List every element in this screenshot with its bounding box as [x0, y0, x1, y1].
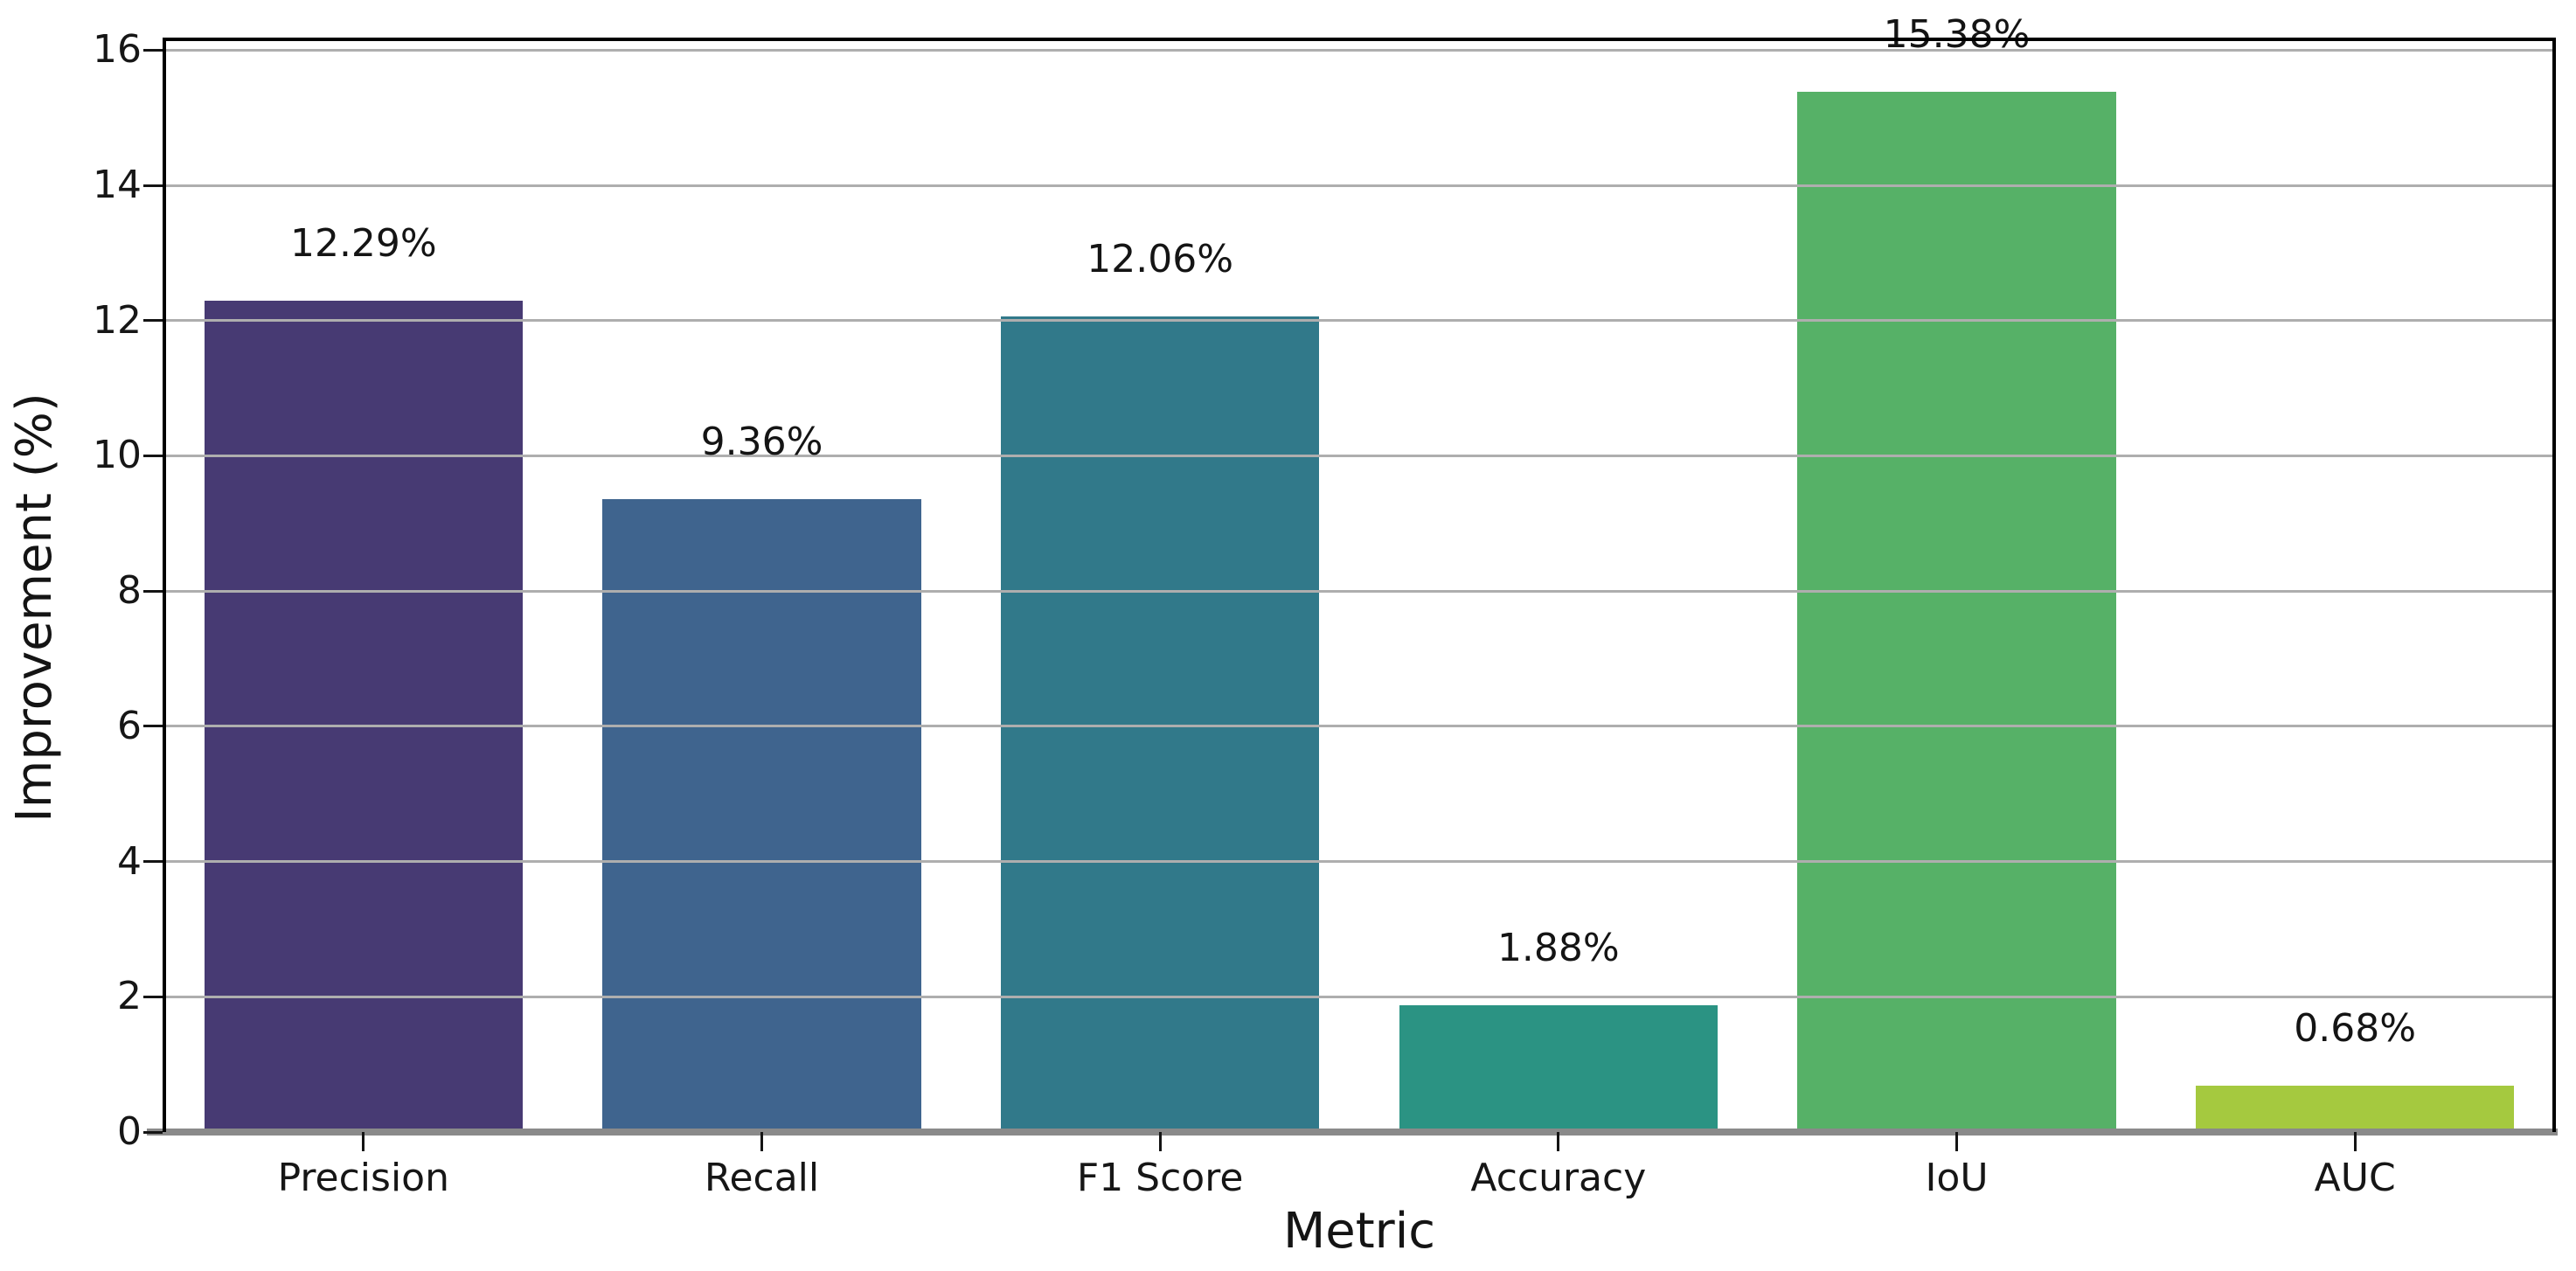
y-tick-label-12: 12: [93, 297, 142, 343]
gridline-y-12: [164, 319, 2554, 323]
bar-accuracy: [1399, 1004, 1718, 1132]
x-tick-f1-score: [1158, 1132, 1162, 1151]
y-tick-label-2: 2: [117, 974, 142, 1019]
x-tick-label-auc: AUC: [2314, 1156, 2396, 1200]
value-label-iou: 15.38%: [1883, 12, 2031, 58]
value-label-auc: 0.68%: [2294, 1006, 2417, 1052]
x-tick-iou: [1955, 1132, 1958, 1151]
plot-area: 12.29% 9.36% 12.06% 1.88% 15.38% 0.68%: [164, 12, 2554, 1132]
gridline-y-8: [164, 589, 2554, 593]
bar-iou: [1797, 92, 2116, 1132]
y-tick-label-14: 14: [93, 163, 142, 208]
top-spine: [163, 38, 2556, 41]
gridline-y-16: [164, 48, 2554, 52]
y-tick-10: [143, 454, 163, 457]
y-tick-0: [143, 1130, 163, 1134]
x-tick-auc: [2353, 1132, 2357, 1151]
value-label-recall: 9.36%: [700, 420, 823, 464]
y-tick-16: [143, 48, 163, 52]
x-tick-label-recall: Recall: [704, 1156, 820, 1200]
x-tick-label-accuracy: Accuracy: [1470, 1156, 1647, 1200]
x-tick-label-iou: IoU: [1925, 1156, 1989, 1200]
x-tick-accuracy: [1557, 1132, 1560, 1151]
x-axis-title: Metric: [1282, 1203, 1436, 1260]
value-label-f1-score: 12.06%: [1087, 237, 1234, 282]
gridline-y-2: [164, 995, 2554, 998]
x-tick-label-precision: Precision: [277, 1156, 449, 1200]
gridline-y-6: [164, 725, 2554, 728]
y-tick-2: [143, 995, 163, 998]
y-tick-label-16: 16: [93, 27, 142, 73]
y-tick-label-0: 0: [117, 1109, 142, 1154]
x-tick-recall: [760, 1132, 763, 1151]
bar-recall: [602, 499, 921, 1132]
gridline-y-10: [164, 455, 2554, 457]
x-tick-precision: [362, 1132, 365, 1151]
value-label-precision: 12.29%: [289, 221, 437, 267]
right-spine: [2552, 38, 2556, 1132]
x-tick-label-f1-score: F1 Score: [1076, 1156, 1244, 1200]
y-tick-8: [143, 589, 163, 593]
bar-precision: [204, 301, 524, 1132]
value-label-accuracy: 1.88%: [1496, 925, 1620, 970]
y-tick-label-4: 4: [117, 838, 142, 884]
left-spine: [163, 38, 166, 1132]
y-tick-label-8: 8: [117, 568, 142, 614]
y-tick-12: [143, 319, 163, 323]
y-tick-6: [143, 725, 163, 728]
y-tick-14: [143, 184, 163, 187]
y-tick-4: [143, 860, 163, 864]
y-tick-label-10: 10: [93, 433, 142, 478]
gridline-y-14: [164, 184, 2554, 187]
gridline-y-4: [164, 860, 2554, 864]
bar-auc: [2195, 1086, 2515, 1132]
y-tick-label-6: 6: [117, 703, 142, 748]
x-axis-baseline: [147, 1129, 2558, 1136]
